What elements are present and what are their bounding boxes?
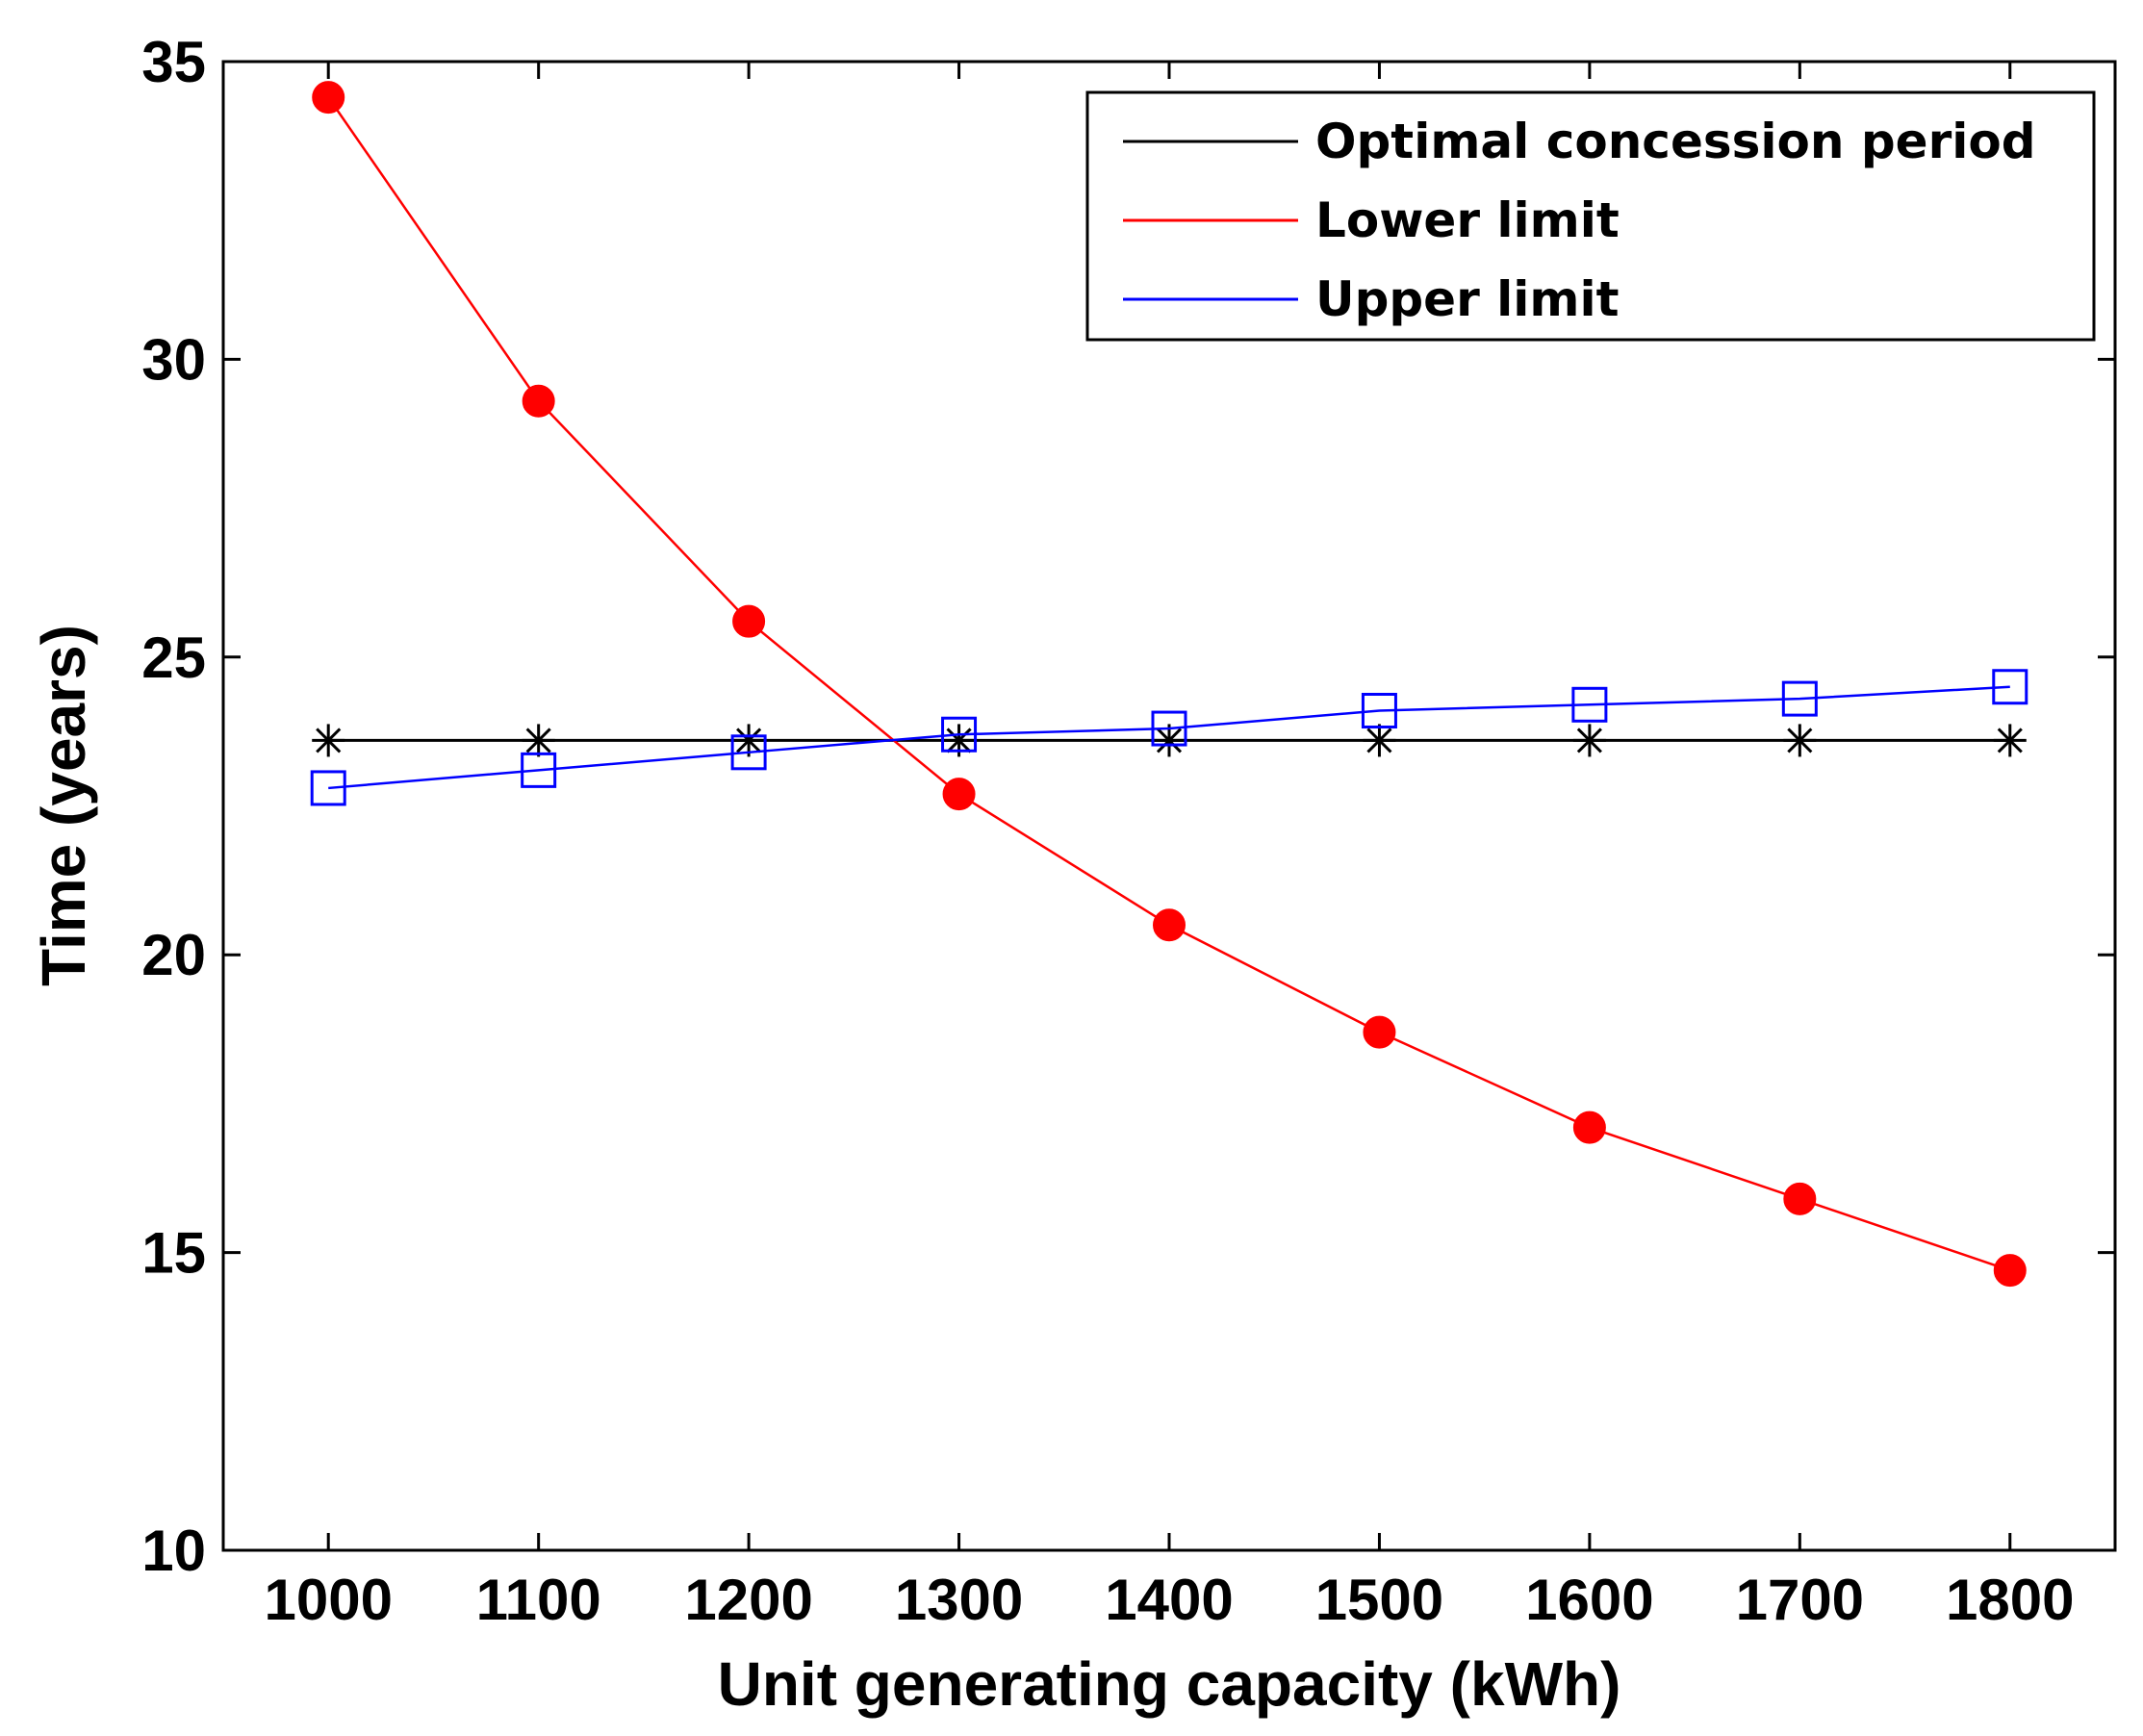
y-tick-label: 35 [141,30,206,94]
x-axis-label: Unit generating capacity (kWh) [718,1649,1621,1719]
x-tick-label: 1200 [684,1568,812,1632]
data-point-lower-limit [1363,1015,1396,1049]
y-tick-label: 25 [141,625,206,690]
data-point-upper-limit [310,770,346,806]
data-point-upper-limit [1781,680,1818,717]
y-axis-label: Time (years) [29,625,98,986]
data-point-lower-limit [1572,1111,1606,1144]
data-point-lower-limit [1783,1182,1817,1215]
legend-label: Upper limit [1315,271,1620,327]
data-point-optimal-concession-period [1993,724,2027,757]
legend: Optimal concession period Lower limit Uppe… [1085,90,2096,342]
data-point-lower-limit [732,604,766,638]
data-point-lower-limit [312,81,345,115]
data-point-upper-limit [941,716,978,753]
y-tick-label: 10 [141,1519,206,1583]
data-point-upper-limit [1361,692,1397,728]
data-point-upper-limit [521,752,557,788]
y-tick-label: 15 [141,1221,206,1286]
data-point-optimal-concession-period [522,724,555,757]
x-tick-label: 1000 [264,1568,392,1632]
x-tick-label: 1100 [476,1568,601,1632]
data-point-optimal-concession-period [1572,724,1606,757]
legend-label: Optimal concession period [1315,114,2036,169]
legend-label: Lower limit [1315,192,1620,248]
x-tick-label: 1300 [895,1568,1023,1632]
data-point-lower-limit [522,384,555,418]
data-point-lower-limit [942,778,976,811]
data-point-lower-limit [1153,908,1186,942]
y-tick-label: 30 [141,327,206,392]
data-point-optimal-concession-period [312,724,345,757]
x-tick-label: 1600 [1525,1568,1653,1632]
data-point-upper-limit [730,734,767,771]
data-point-optimal-concession-period [1783,724,1817,757]
data-point-optimal-concession-period [1363,724,1396,757]
x-tick-label: 1800 [1946,1568,2074,1632]
series-line-upper-limit [328,685,2010,790]
x-tick-label: 1500 [1315,1568,1443,1632]
data-point-lower-limit [1993,1254,2027,1288]
data-point-upper-limit [1571,686,1608,723]
data-point-upper-limit [1151,710,1187,747]
data-point-upper-limit [1992,669,2028,705]
y-tick-label: 20 [141,923,206,987]
x-tick-label: 1700 [1736,1568,1864,1632]
x-tick-label: 1400 [1105,1568,1233,1632]
